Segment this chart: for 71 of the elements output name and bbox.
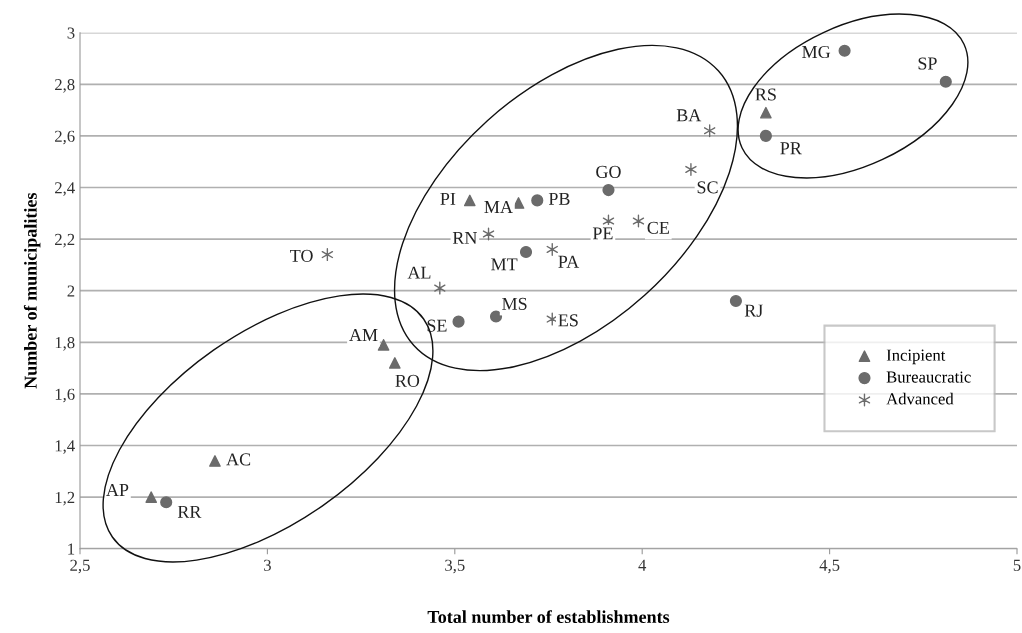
point [434, 281, 446, 295]
legend-label: Incipient [886, 349, 946, 365]
point [838, 44, 851, 57]
point [531, 194, 544, 207]
point [759, 129, 772, 142]
point [546, 242, 558, 256]
y-tick-label: 2,2 [55, 233, 75, 248]
point [145, 491, 158, 503]
point [939, 75, 952, 88]
y-axis-title: Number of municipalities [23, 193, 41, 389]
annotation: PR [780, 142, 802, 155]
y-tick-label: 1 [68, 543, 75, 555]
annotation: RR [177, 505, 202, 518]
point [377, 339, 390, 351]
y-tick-label: 1,8 [55, 337, 75, 351]
annotation: SC [697, 181, 718, 194]
annotation: ES [558, 314, 578, 327]
x-tick-label: 3 [264, 559, 271, 571]
annotation: PE [592, 227, 613, 240]
annotation: AM [349, 328, 378, 341]
x-tick-label: 5 [1013, 559, 1021, 571]
annotation: RO [395, 374, 420, 387]
y-tick-label: 2,6 [55, 130, 75, 145]
annotation: RJ [744, 304, 763, 317]
x-tick-label: 2,5 [70, 559, 90, 574]
point [602, 184, 615, 197]
y-tick-label: 2,8 [55, 79, 75, 93]
y-tick-label: 1,2 [55, 491, 75, 506]
annotation: AC [226, 453, 251, 466]
point [703, 124, 716, 138]
x-tick-label: 4 [638, 559, 647, 571]
annotation: PI [440, 192, 456, 205]
point [489, 310, 503, 323]
x-tick-label: 4,5 [819, 559, 840, 574]
annotation: SE [427, 319, 447, 332]
annotation: CE [647, 221, 669, 234]
y-tick-label: 2,4 [55, 182, 75, 196]
annotation: MG [802, 45, 831, 59]
annotation: RS [755, 88, 776, 101]
point [463, 194, 476, 207]
point [760, 106, 772, 119]
point [519, 245, 533, 259]
annotation: AL [407, 266, 431, 279]
annotation: SP [918, 57, 937, 70]
legend-label: Advanced [886, 392, 954, 405]
x-axis-title: Total number of establishments [427, 610, 670, 624]
annotation: RN [452, 232, 478, 244]
annotation: GO [596, 165, 621, 178]
point [209, 455, 221, 467]
point [388, 357, 401, 369]
y-tick-label: 1,4 [55, 440, 75, 454]
annotation: PA [558, 255, 580, 268]
point [482, 227, 495, 241]
annotation: AP [106, 483, 129, 496]
annotation: TO [290, 249, 313, 262]
annotation: PB [548, 192, 570, 205]
annotation: BA [676, 109, 702, 122]
x-tick-label: 3,5 [445, 559, 465, 574]
point [321, 248, 334, 262]
point [685, 162, 697, 176]
y-tick-label: 2 [67, 285, 75, 297]
annotation: MA [484, 200, 513, 213]
annotation: MS [502, 297, 527, 310]
point [452, 315, 465, 328]
point [729, 294, 742, 308]
legend-label: Bureaucratic [886, 371, 971, 383]
annotation: MT [491, 258, 518, 271]
y-tick-label: 3 [67, 27, 75, 39]
y-tick-label: 1,6 [55, 388, 75, 403]
point [160, 496, 173, 509]
point [632, 214, 645, 228]
